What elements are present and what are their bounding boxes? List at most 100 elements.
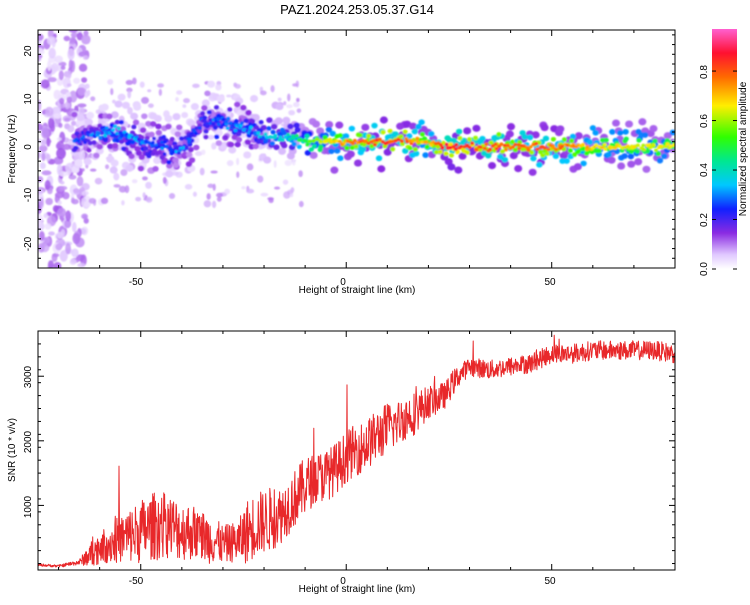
spectrogram-cell	[65, 210, 72, 222]
spectrogram-cell	[142, 176, 148, 181]
spectrogram-cell	[349, 145, 355, 151]
spectrogram-cell	[304, 139, 309, 143]
spectrogram-cell	[274, 186, 281, 190]
spectrogram-cell	[181, 112, 189, 119]
spectrogram-cell	[556, 125, 565, 133]
spectrogram-cell	[288, 109, 296, 116]
spectrogram-cell	[337, 133, 343, 138]
spectrogram-cell	[84, 91, 89, 98]
spectrogram-cell	[89, 168, 97, 172]
spectrogram-cell	[427, 131, 435, 137]
spectrogram-cell	[201, 105, 208, 111]
spectrogram-ytick-label: -10	[23, 187, 34, 202]
spectrogram-cell	[632, 144, 637, 149]
spectrogram-cell	[328, 148, 335, 155]
spectrogram-cell	[387, 128, 393, 134]
spectrogram-cell	[86, 147, 92, 153]
spectrogram-cell	[574, 132, 583, 140]
spectrogram-cell	[131, 124, 137, 130]
spectrogram-cell	[424, 140, 429, 145]
spectrogram-cell	[410, 139, 415, 144]
spectrogram-cell	[77, 262, 86, 268]
spectrogram-cell	[454, 143, 459, 147]
spectrogram-cell	[655, 151, 661, 157]
spectrogram-cell	[166, 162, 173, 169]
spectrogram-cell	[581, 142, 586, 147]
spectrogram-cell	[528, 144, 533, 149]
spectrogram-cell	[661, 153, 668, 160]
spectrogram-cell	[635, 143, 640, 148]
spectrogram-cell	[609, 146, 614, 150]
spectrogram-cell	[93, 152, 100, 159]
spectrogram-cell	[149, 121, 157, 127]
spectrogram-cell	[248, 125, 253, 130]
spectrogram-cell	[353, 159, 362, 167]
spectrogram-cell	[71, 197, 75, 204]
spectrogram-cell	[542, 146, 547, 150]
spectrogram-cell	[415, 136, 420, 141]
spectrogram-cell	[269, 135, 274, 140]
spectrogram-cell	[38, 145, 48, 153]
spectrogram-cell	[194, 126, 199, 130]
spectrogram-cell	[57, 200, 62, 205]
spectrogram-cell	[204, 90, 211, 97]
spectrogram-cell	[176, 124, 183, 131]
spectrogram-cell	[73, 77, 81, 84]
spectrogram-cell	[453, 147, 458, 152]
spectrogram-cell	[463, 127, 472, 135]
spectrogram-cell	[275, 102, 284, 111]
spectrogram-cell	[211, 122, 216, 126]
spectrogram-ytick-label: 0	[23, 144, 34, 150]
spectrogram-cell	[100, 197, 109, 205]
spectrogram-cell	[104, 125, 109, 130]
spectrogram-cell	[211, 200, 217, 209]
spectrogram-cell	[361, 142, 367, 148]
spectrogram-cell	[273, 133, 278, 138]
colorbar-tick-label: 0.4	[699, 163, 710, 177]
spectrogram-cell	[71, 120, 77, 126]
spectrogram-cell	[671, 143, 675, 147]
spectrogram-cell	[412, 150, 420, 157]
spectrogram-cell	[203, 134, 209, 140]
spectrogram-cell	[505, 143, 510, 148]
spectrogram-cell	[402, 148, 409, 154]
spectrogram-cell	[186, 140, 191, 145]
spectrogram-cell	[113, 124, 118, 129]
spectrogram-xtick-label: -50	[129, 277, 144, 288]
spectrogram-cell	[291, 136, 296, 140]
spectrogram-cell	[43, 212, 48, 219]
spectrogram-cell	[280, 138, 285, 142]
spectrogram-cell	[107, 143, 114, 150]
spectrogram-cell	[234, 83, 241, 89]
spectrogram-cell	[407, 145, 413, 151]
spectrogram-cell	[38, 188, 44, 195]
spectrogram-ticks	[38, 30, 676, 269]
spectrogram-cell	[206, 193, 211, 200]
chart-title: PAZ1.2024.253.05.37.G14	[280, 2, 434, 17]
spectrogram-cell	[71, 221, 77, 233]
spectrogram-cell	[106, 113, 113, 120]
snr-series-line	[38, 334, 675, 568]
spectrogram-cell	[663, 132, 672, 140]
colorbar-tick-label: 0.2	[699, 213, 710, 227]
spectrogram-cell	[596, 148, 602, 154]
spectrogram-cell	[396, 137, 401, 142]
spectrogram-cell	[143, 146, 149, 151]
spectrogram-cell	[293, 122, 300, 129]
spectrogram-cell	[91, 140, 97, 145]
spectrogram-cell	[402, 129, 408, 135]
spectrogram-cell	[164, 114, 173, 123]
spectrogram-cell	[41, 152, 46, 162]
spectrogram-cell	[335, 121, 344, 129]
spectrogram-cell	[239, 121, 244, 125]
spectrogram-cell	[270, 85, 275, 93]
spectrogram-cell	[131, 179, 138, 184]
spectrogram-cell	[472, 124, 481, 132]
spectrogram-cell	[66, 83, 72, 87]
spectrogram-cell	[509, 139, 516, 145]
colorbar-tick-label: 0.0	[699, 262, 710, 276]
spectrogram-cell	[240, 104, 247, 111]
spectrogram-cell	[141, 113, 148, 120]
spectrogram-cell	[189, 133, 194, 138]
spectrogram-cell	[277, 97, 282, 102]
